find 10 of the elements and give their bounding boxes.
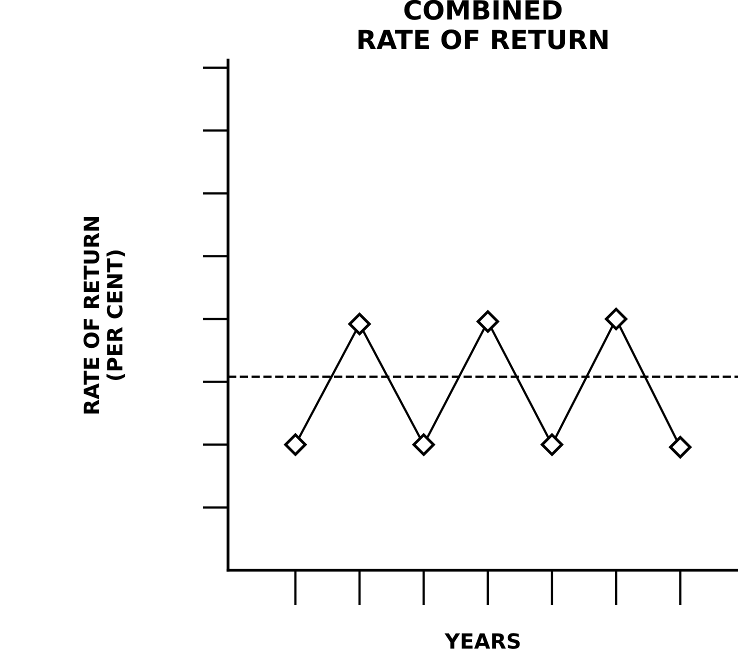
point (412, 433, 435, 456)
point (540, 433, 564, 456)
point (604, 308, 628, 330)
point (669, 436, 692, 458)
y-axis-title: RATE OF RETURN (PER CENT) (84, 216, 126, 414)
chart-title: COMBINED RATE OF RETURN (358, 0, 608, 50)
point (348, 312, 371, 336)
point (284, 433, 307, 456)
point (476, 310, 500, 333)
x-axis-title: YEARS (444, 633, 520, 649)
